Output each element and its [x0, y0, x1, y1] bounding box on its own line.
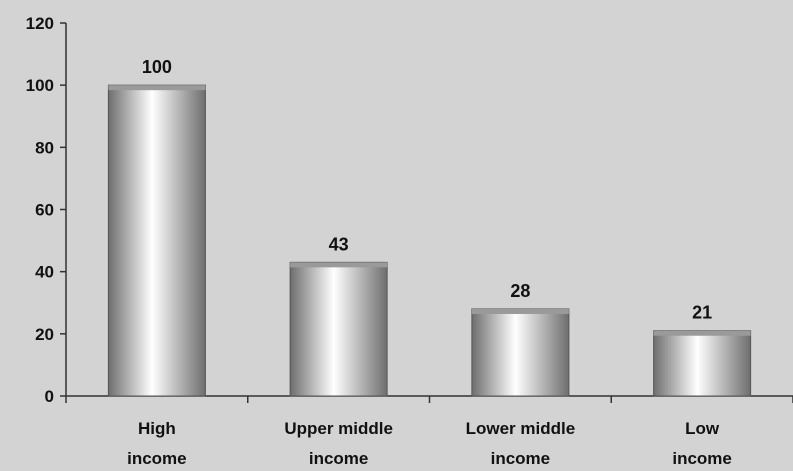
- y-tick-label: 80: [35, 138, 54, 157]
- data-label: 21: [692, 303, 712, 323]
- y-tick-label: 100: [26, 76, 54, 95]
- y-tick-label: 0: [45, 387, 54, 406]
- bar: [107, 84, 206, 397]
- labels: 0 20 40 60 80 100 120 100 High income 43 Upper midd…: [26, 14, 732, 468]
- x-tick-label: income: [672, 449, 732, 468]
- bar: [471, 308, 570, 397]
- bar: [653, 330, 752, 397]
- x-tick-label: Low: [685, 419, 720, 438]
- data-label: 43: [329, 234, 349, 254]
- bar-top: [108, 85, 206, 91]
- bars: [107, 84, 752, 397]
- y-tick-label: 40: [35, 263, 54, 282]
- data-label: 100: [142, 57, 172, 77]
- bar-top: [471, 308, 569, 314]
- x-tick-label: Upper middle: [284, 419, 393, 438]
- y-tick-label: 60: [35, 201, 54, 220]
- x-tick-label: income: [309, 449, 369, 468]
- y-tick-label: 120: [26, 14, 54, 33]
- data-label: 28: [510, 281, 530, 301]
- y-tick-label: 20: [35, 325, 54, 344]
- x-tick-label: income: [491, 449, 551, 468]
- bar-top: [290, 262, 388, 268]
- bar-top: [653, 330, 751, 336]
- x-tick-label: income: [127, 449, 187, 468]
- x-tick-label: High: [138, 419, 176, 438]
- x-tick-label: Lower middle: [466, 419, 576, 438]
- bar: [289, 261, 388, 397]
